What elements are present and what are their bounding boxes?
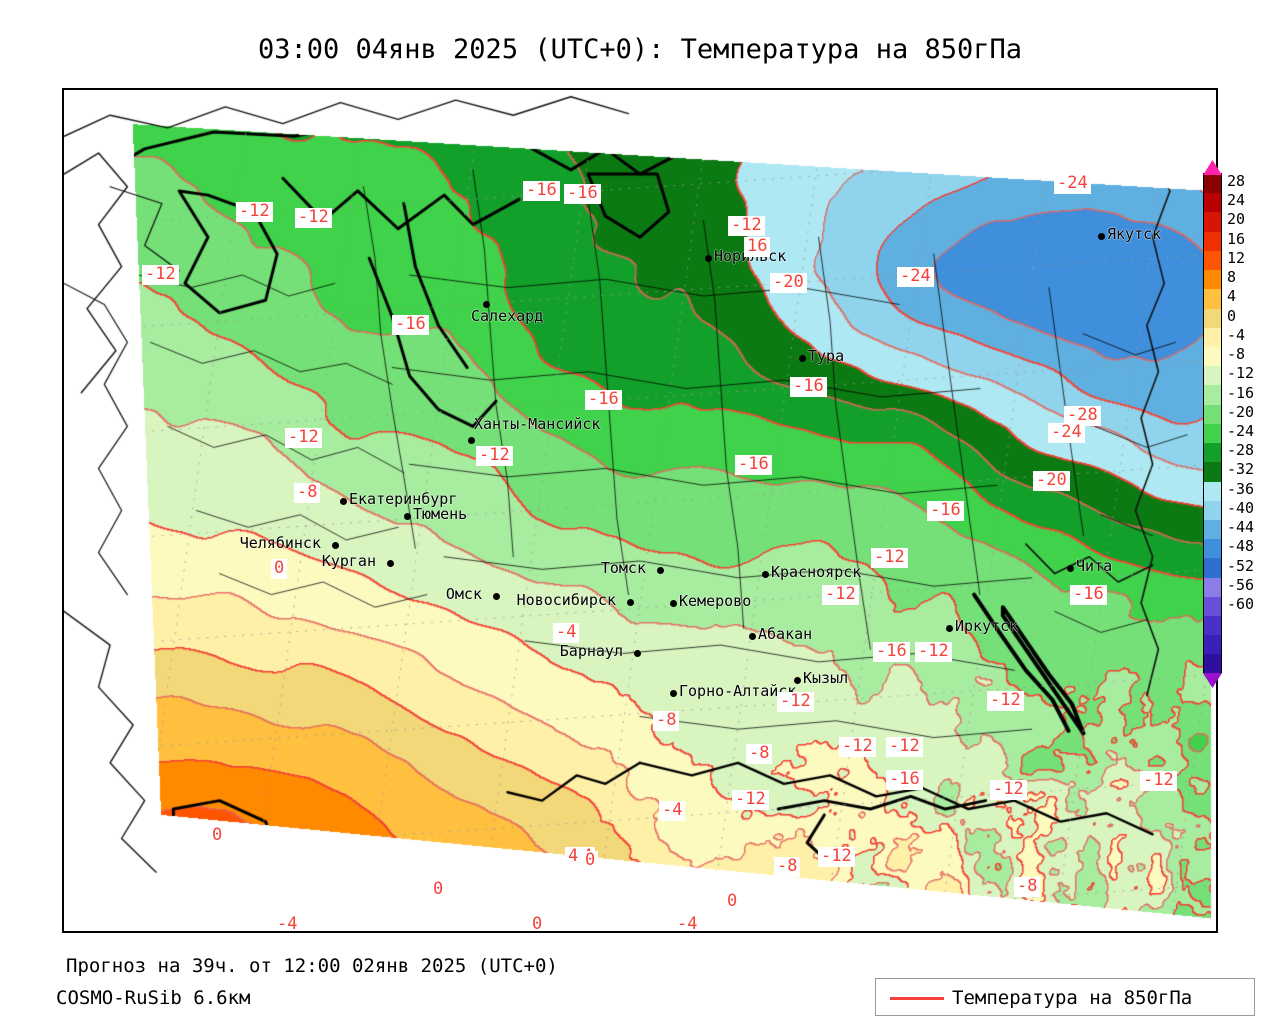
color-band	[1204, 404, 1221, 424]
color-band	[1204, 366, 1221, 386]
color-band	[1204, 577, 1221, 597]
color-scale-bottom-arrow	[1203, 673, 1222, 688]
color-band	[1204, 212, 1221, 232]
weather-map[interactable]: Якутск Норильск Салехард Тура Ханты-Мансийск…	[62, 88, 1218, 933]
color-band	[1204, 596, 1221, 617]
color-scale-tick-label: 12	[1227, 248, 1246, 267]
color-band	[1204, 462, 1221, 482]
color-band	[1204, 481, 1221, 501]
forecast-info-line: Прогноз на 39ч. от 12:00 02янв 2025 (UTC…	[66, 955, 558, 977]
color-scale-tick-label: -48	[1227, 537, 1255, 556]
color-scale-tick-label: -32	[1227, 460, 1255, 479]
color-band	[1204, 289, 1221, 309]
contour-legend-box: Температура на 850гПа	[875, 978, 1255, 1016]
color-scale-tick-label: -12	[1227, 364, 1255, 383]
color-band	[1204, 654, 1221, 674]
color-scale-tick-label: 28	[1227, 172, 1246, 190]
color-band	[1204, 539, 1221, 559]
color-scale-tick-label: -8	[1227, 345, 1246, 364]
color-band	[1204, 327, 1221, 347]
color-band	[1204, 193, 1221, 213]
color-scale-tick-label: -40	[1227, 498, 1255, 517]
color-scale-legend: 28 24 20 16 12 8 4 0 -4 -8 -12 -16 -20 -24 -28 -32 -36 -4…	[1203, 160, 1277, 690]
color-band	[1204, 270, 1221, 290]
color-band	[1204, 616, 1221, 636]
color-scale-tick-label: -56	[1227, 575, 1255, 594]
color-scale-ticks: 28 24 20 16 12 8 4 0 -4 -8 -12 -16 -20 -24 -28 -32 -36 -4…	[1227, 173, 1277, 673]
color-scale-tick-label: 20	[1227, 210, 1246, 229]
color-scale-top-arrow	[1203, 160, 1222, 175]
page-title: 03:00 04янв 2025 (UTC+0): Температура на…	[257, 34, 1022, 65]
color-scale-tick-label: 24	[1227, 191, 1246, 210]
color-band	[1204, 174, 1221, 194]
color-scale-tick-label: -20	[1227, 402, 1255, 421]
color-scale-tick-label: -52	[1227, 556, 1255, 575]
color-scale-tick-label: -16	[1227, 383, 1255, 402]
contour-legend-line-swatch	[890, 997, 944, 1000]
color-band	[1204, 250, 1221, 271]
color-band	[1204, 443, 1221, 463]
color-scale-tick-label: -44	[1227, 518, 1255, 537]
color-band	[1204, 346, 1221, 367]
color-scale-bar	[1203, 173, 1222, 674]
color-band	[1204, 385, 1221, 405]
color-band	[1204, 519, 1221, 540]
color-scale-tick-label: 4	[1227, 287, 1237, 306]
color-scale-tick-label: 0	[1227, 306, 1237, 325]
color-band	[1204, 558, 1221, 578]
color-band	[1204, 423, 1221, 444]
model-name-line: COSMO-RuSib 6.6км	[56, 987, 251, 1009]
color-scale-tick-label: 8	[1227, 268, 1237, 287]
color-scale-tick-label: 16	[1227, 229, 1246, 248]
color-band	[1204, 635, 1221, 655]
color-scale-tick-label: -24	[1227, 422, 1255, 440]
temperature-field-canvas	[64, 90, 1216, 931]
contour-legend-label: Температура на 850гПа	[952, 987, 1193, 1009]
color-band	[1204, 231, 1221, 251]
color-scale-tick-label: -60	[1227, 595, 1255, 614]
color-scale-tick-label: -4	[1227, 325, 1246, 344]
color-scale-tick-label: -36	[1227, 479, 1255, 498]
color-scale-tick-label: -28	[1227, 441, 1255, 460]
color-band	[1204, 500, 1221, 520]
color-band	[1204, 308, 1221, 328]
